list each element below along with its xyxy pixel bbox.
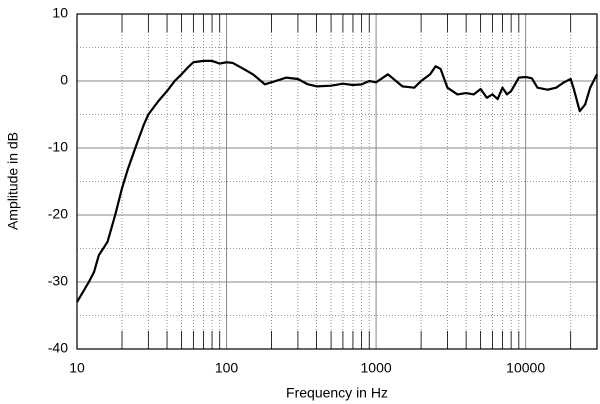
y-tick-label: -10	[48, 139, 68, 155]
y-tick-label: -20	[48, 206, 68, 222]
y-tick-label: 10	[52, 5, 68, 21]
response-line	[76, 59, 598, 303]
x-tick-label: 10	[69, 360, 85, 376]
x-tick-label: 100	[215, 360, 239, 376]
x-axis-label: Frequency in Hz	[286, 385, 388, 401]
y-tick-label: -30	[48, 273, 68, 289]
y-axis-label: Amplitude in dB	[5, 132, 21, 230]
plot-frame	[76, 13, 598, 350]
y-tick-label: -40	[48, 340, 68, 356]
y-tick-label: 0	[60, 72, 68, 88]
x-tick-label: 1000	[361, 360, 392, 376]
x-tick-label: 10000	[506, 360, 545, 376]
